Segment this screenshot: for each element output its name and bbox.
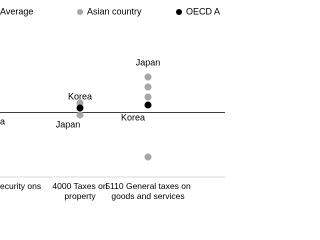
annotation: Japan xyxy=(136,57,161,67)
dot xyxy=(76,99,84,107)
legend-label: OECD A xyxy=(186,6,220,16)
x-tick-label: ecurity ons xyxy=(0,181,42,191)
legend-label: Average xyxy=(0,6,33,16)
dot xyxy=(144,93,152,101)
legend-marker xyxy=(176,9,182,15)
dot xyxy=(144,153,152,161)
annotation: a xyxy=(0,116,5,126)
chart: Average Asian country OECD A a Korea Japan Jap… xyxy=(0,6,225,178)
dot xyxy=(144,73,152,81)
dot xyxy=(76,104,84,112)
legend-marker xyxy=(77,9,83,15)
legend-label: Asian country xyxy=(87,6,142,16)
page: Average Asian country OECD A a Korea Japan Jap… xyxy=(0,6,225,201)
dot xyxy=(144,101,152,109)
annotation: Japan xyxy=(56,119,81,129)
dot xyxy=(144,83,152,91)
dot xyxy=(76,111,84,119)
x-tick-label: 5110 General taxes on goods and services xyxy=(105,181,191,201)
annotation: Korea xyxy=(121,112,145,122)
annotation: Korea xyxy=(68,91,92,101)
x-tick-label: 4000 Taxes on property xyxy=(52,181,108,201)
